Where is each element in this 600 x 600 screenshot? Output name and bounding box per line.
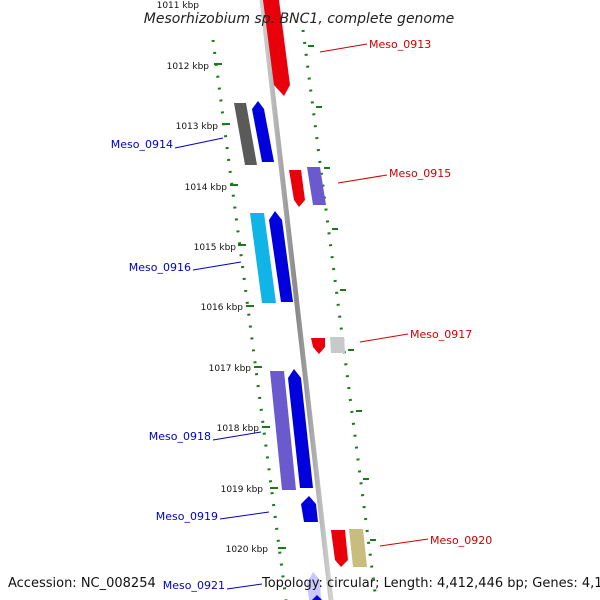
- leader-line: [379, 538, 429, 547]
- gene-meso-0921[interactable]: [307, 572, 321, 600]
- gene-meso-0920[interactable]: [349, 529, 367, 567]
- gene-meso-0913[interactable]: [263, 0, 290, 96]
- gene-meso-0916[interactable]: [250, 213, 276, 303]
- kbp-label: 1017 kbp: [209, 364, 252, 374]
- gene-meso-0916-blue[interactable]: [269, 211, 293, 302]
- leader-line: [192, 261, 242, 271]
- page-title: Mesorhizobium sp. BNC1, complete genome: [144, 11, 455, 27]
- leader-lines: [174, 43, 429, 590]
- leader-line: [337, 174, 388, 184]
- leader-line: [359, 333, 409, 343]
- genome-axis: [259, 0, 334, 600]
- kbp-label: 1011 kbp: [157, 1, 200, 11]
- gene-label-meso-0917[interactable]: Meso_0917: [410, 328, 472, 341]
- gene-label-meso-0920[interactable]: Meso_0920: [430, 534, 492, 547]
- kbp-ticks-right: [308, 45, 376, 541]
- gene-meso-0917-red[interactable]: [311, 338, 325, 354]
- gene-meso-0914-gray[interactable]: [234, 103, 257, 165]
- gene-label-meso-0918[interactable]: Meso_0918: [149, 430, 211, 443]
- leader-line: [174, 137, 224, 149]
- gene-meso-0918[interactable]: [270, 371, 296, 490]
- gene-meso-0919[interactable]: [301, 496, 318, 522]
- gene-meso-0915[interactable]: [307, 167, 326, 205]
- genome-summary-text: Topology: circular; Length: 4,412,446 bp…: [261, 576, 600, 591]
- gene-label-meso-0916[interactable]: Meso_0916: [129, 261, 191, 274]
- kbp-label: 1020 kbp: [226, 545, 269, 555]
- gene-meso-0920-red[interactable]: [331, 530, 348, 567]
- kbp-label: 1013 kbp: [176, 122, 219, 132]
- kbp-label: 1018 kbp: [217, 424, 260, 434]
- gene-label-meso-0919[interactable]: Meso_0919: [156, 510, 218, 523]
- gene-label-meso-0921[interactable]: Meso_0921: [163, 579, 225, 592]
- kbp-label: 1014 kbp: [185, 183, 228, 193]
- leader-line: [219, 511, 270, 520]
- gene-label-meso-0914[interactable]: Meso_0914: [111, 138, 173, 151]
- gene-features: [234, 0, 367, 600]
- accession-text: Accession: NC_008254: [8, 576, 156, 591]
- gene-label-meso-0915[interactable]: Meso_0915: [389, 167, 451, 180]
- kbp-label: 1016 kbp: [201, 303, 244, 313]
- gene-meso-0915-red[interactable]: [289, 170, 305, 207]
- gene-meso-0921-blue[interactable]: [312, 595, 322, 600]
- kbp-ticks: [214, 63, 286, 549]
- kbp-label: 1015 kbp: [194, 243, 237, 253]
- gene-label-meso-0913[interactable]: Meso_0913: [369, 38, 431, 51]
- gene-meso-0914[interactable]: [252, 101, 274, 162]
- gene-meso-0917[interactable]: [330, 337, 345, 353]
- kbp-label: 1019 kbp: [221, 485, 264, 495]
- kbp-label: 1012 kbp: [167, 62, 210, 72]
- leader-line: [226, 583, 263, 590]
- gene-meso-0918-blue[interactable]: [288, 369, 313, 488]
- leader-line: [319, 43, 368, 53]
- leader-line: [212, 431, 262, 441]
